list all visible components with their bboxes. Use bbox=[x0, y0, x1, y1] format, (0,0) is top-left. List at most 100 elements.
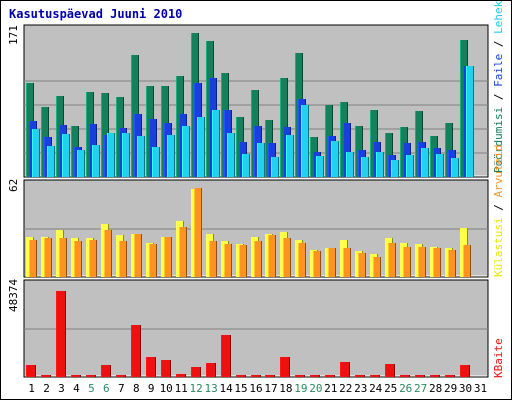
bar-top-Pöördumisi-day-27-hl bbox=[415, 111, 416, 177]
bar-bottom-KBaite-day-2-hl bbox=[41, 375, 42, 377]
x-tick-label: 1 bbox=[28, 382, 35, 395]
bar-top-Lehekülgi-day-9-hl bbox=[152, 147, 153, 177]
bar-top-Lehekülgi-day-14 bbox=[227, 133, 235, 177]
bar-top-Faile-day-22-hl bbox=[343, 123, 344, 177]
bar-bottom-KBaite-day-10 bbox=[161, 360, 171, 377]
bar-top-Pöördumisi-day-26-hl bbox=[400, 127, 401, 177]
bar-top-Faile-day-15-hl bbox=[239, 142, 240, 177]
bar-top-Faile-day-24-hl bbox=[373, 142, 374, 177]
bar-top-Lehekülgi-day-15-sh bbox=[249, 154, 250, 177]
bar-top-Faile-day-2-hl bbox=[44, 137, 45, 177]
bar-top-Pöördumisi-day-5-hl bbox=[86, 92, 87, 177]
bar-middle-Külastusi-day-27-hl bbox=[415, 244, 416, 277]
bar-top-Faile-day-3-hl bbox=[59, 125, 60, 177]
bar-top-Pöördumisi-day-13-hl bbox=[206, 41, 207, 177]
bar-middle-Külastusi-day-25-hl bbox=[385, 238, 386, 277]
bar-middle-Arvuteid-day-10 bbox=[164, 237, 172, 277]
bar-bottom-KBaite-day-8-sh bbox=[140, 325, 141, 377]
bar-top-Lehekülgi-day-15-hl bbox=[242, 154, 243, 177]
bar-top-Lehekülgi-day-12-sh bbox=[204, 117, 205, 177]
x-tick-label: 22 bbox=[339, 382, 352, 395]
bar-top-Lehekülgi-day-6-hl bbox=[107, 133, 108, 177]
bar-bottom-KBaite-day-27 bbox=[415, 375, 425, 377]
bar-middle-Arvuteid-day-28-hl bbox=[433, 248, 434, 277]
bar-top-Pöördumisi-day-19-hl bbox=[295, 53, 296, 177]
bar-top-Pöördumisi-day-22-hl bbox=[340, 102, 341, 177]
x-tick-label: 5 bbox=[88, 382, 95, 395]
bar-bottom-KBaite-day-27-sh bbox=[424, 375, 425, 377]
bar-top-Pöördumisi-day-11-hl bbox=[176, 76, 177, 177]
bar-middle-Arvuteid-day-5 bbox=[89, 240, 97, 277]
x-tick-label: 8 bbox=[133, 382, 140, 395]
bar-middle-Arvuteid-day-15-hl bbox=[239, 245, 240, 277]
bar-top-Faile-day-16-hl bbox=[254, 126, 255, 177]
bar-middle-Arvuteid-day-2 bbox=[44, 238, 52, 277]
bar-middle-Arvuteid-day-30 bbox=[463, 245, 471, 277]
bar-middle-Külastusi-day-3-hl bbox=[56, 230, 57, 277]
bar-middle-Arvuteid-day-20 bbox=[313, 251, 321, 277]
bar-middle-Külastusi-day-30-hl bbox=[460, 228, 461, 277]
bar-middle-Arvuteid-day-8-hl bbox=[134, 234, 135, 277]
bar-top-Lehekülgi-day-17-sh bbox=[278, 157, 279, 177]
bar-middle-Arvuteid-day-18-sh bbox=[290, 238, 291, 277]
bar-middle-Arvuteid-day-18-hl bbox=[283, 238, 284, 277]
bar-bottom-KBaite-day-27-hl bbox=[415, 375, 416, 377]
bar-middle-Külastusi-day-8-hl bbox=[131, 234, 132, 277]
bar-top-Pöördumisi-day-21-hl bbox=[325, 105, 326, 177]
bar-top-Pöördumisi-day-29-hl bbox=[445, 123, 446, 177]
bar-top-Lehekülgi-day-12-hl bbox=[197, 117, 198, 177]
bar-top-Lehekülgi-day-20 bbox=[316, 156, 324, 177]
bar-bottom-KBaite-day-30-hl bbox=[460, 365, 461, 377]
bar-bottom-KBaite-day-23-hl bbox=[355, 375, 356, 377]
bar-middle-Arvuteid-day-7 bbox=[119, 241, 127, 277]
bar-top-Pöördumisi-day-10-hl bbox=[161, 86, 162, 177]
bar-top-Lehekülgi-day-29-hl bbox=[451, 158, 452, 177]
bar-top-Lehekülgi-day-27 bbox=[421, 148, 429, 177]
bar-middle-Arvuteid-day-24-sh bbox=[380, 257, 381, 277]
legend-bottom: KBaite bbox=[492, 338, 505, 378]
bar-middle-Külastusi-day-2-hl bbox=[41, 237, 42, 277]
legend-top: Pöördumisi / Faile / Lehekülgi bbox=[492, 0, 505, 173]
bar-top-Pöördumisi-day-25-hl bbox=[385, 133, 386, 177]
bar-top-Faile-day-10-hl bbox=[164, 123, 165, 177]
bar-top-Lehekülgi-day-14-sh bbox=[234, 133, 235, 177]
bar-top-Lehekülgi-day-3-hl bbox=[62, 134, 63, 177]
bar-top-Lehekülgi-day-2 bbox=[47, 146, 55, 177]
bar-top-Lehekülgi-day-21 bbox=[331, 141, 339, 177]
bar-top-Lehekülgi-day-5 bbox=[92, 145, 100, 177]
bar-top-Lehekülgi-day-8-sh bbox=[144, 136, 145, 177]
x-tick-label: 11 bbox=[175, 382, 188, 395]
bar-middle-Arvuteid-day-26 bbox=[403, 247, 411, 277]
bar-middle-Arvuteid-day-11 bbox=[179, 227, 187, 277]
bar-top-Lehekülgi-day-30 bbox=[466, 66, 474, 177]
bar-top-Lehekülgi-day-27-hl bbox=[421, 148, 422, 177]
x-tick-label: 9 bbox=[148, 382, 155, 395]
bar-middle-Arvuteid-day-27-hl bbox=[418, 247, 419, 277]
bar-middle-Arvuteid-day-29-sh bbox=[455, 250, 456, 277]
bar-middle-Külastusi-day-6-hl bbox=[101, 224, 102, 277]
bar-top-Lehekülgi-day-10 bbox=[167, 135, 175, 177]
bar-bottom-KBaite-day-6-sh bbox=[110, 365, 111, 377]
x-tick-label: 7 bbox=[118, 382, 125, 395]
bar-middle-Arvuteid-day-8 bbox=[134, 234, 142, 277]
bar-bottom-KBaite-day-10-sh bbox=[170, 360, 171, 377]
bar-top-Lehekülgi-day-5-hl bbox=[92, 145, 93, 177]
bar-middle-Arvuteid-day-23-sh bbox=[365, 253, 366, 277]
bar-middle-Arvuteid-day-4-hl bbox=[74, 241, 75, 277]
bar-top-Lehekülgi-day-2-hl bbox=[47, 146, 48, 177]
bar-middle-Arvuteid-day-24-hl bbox=[373, 257, 374, 277]
bar-bottom-KBaite-day-8-hl bbox=[131, 325, 132, 377]
bar-top-Faile-day-23-hl bbox=[358, 150, 359, 177]
bar-top-Lehekülgi-day-7-hl bbox=[122, 133, 123, 177]
bar-top-Faile-day-26-hl bbox=[403, 143, 404, 177]
panel-top-max-label: 171 bbox=[7, 25, 20, 45]
bar-bottom-KBaite-day-28-hl bbox=[430, 375, 431, 377]
bar-bottom-KBaite-day-2 bbox=[41, 375, 51, 377]
bar-top-Lehekülgi-day-8-hl bbox=[137, 136, 138, 177]
bar-top-Lehekülgi-day-11-sh bbox=[189, 126, 190, 177]
bar-bottom-KBaite-day-16 bbox=[251, 375, 261, 377]
bar-top-Faile-day-11-hl bbox=[179, 114, 180, 177]
bar-top-Lehekülgi-day-20-hl bbox=[316, 156, 317, 177]
bar-middle-Külastusi-day-23-hl bbox=[355, 251, 356, 277]
x-tick-label: 27 bbox=[414, 382, 427, 395]
